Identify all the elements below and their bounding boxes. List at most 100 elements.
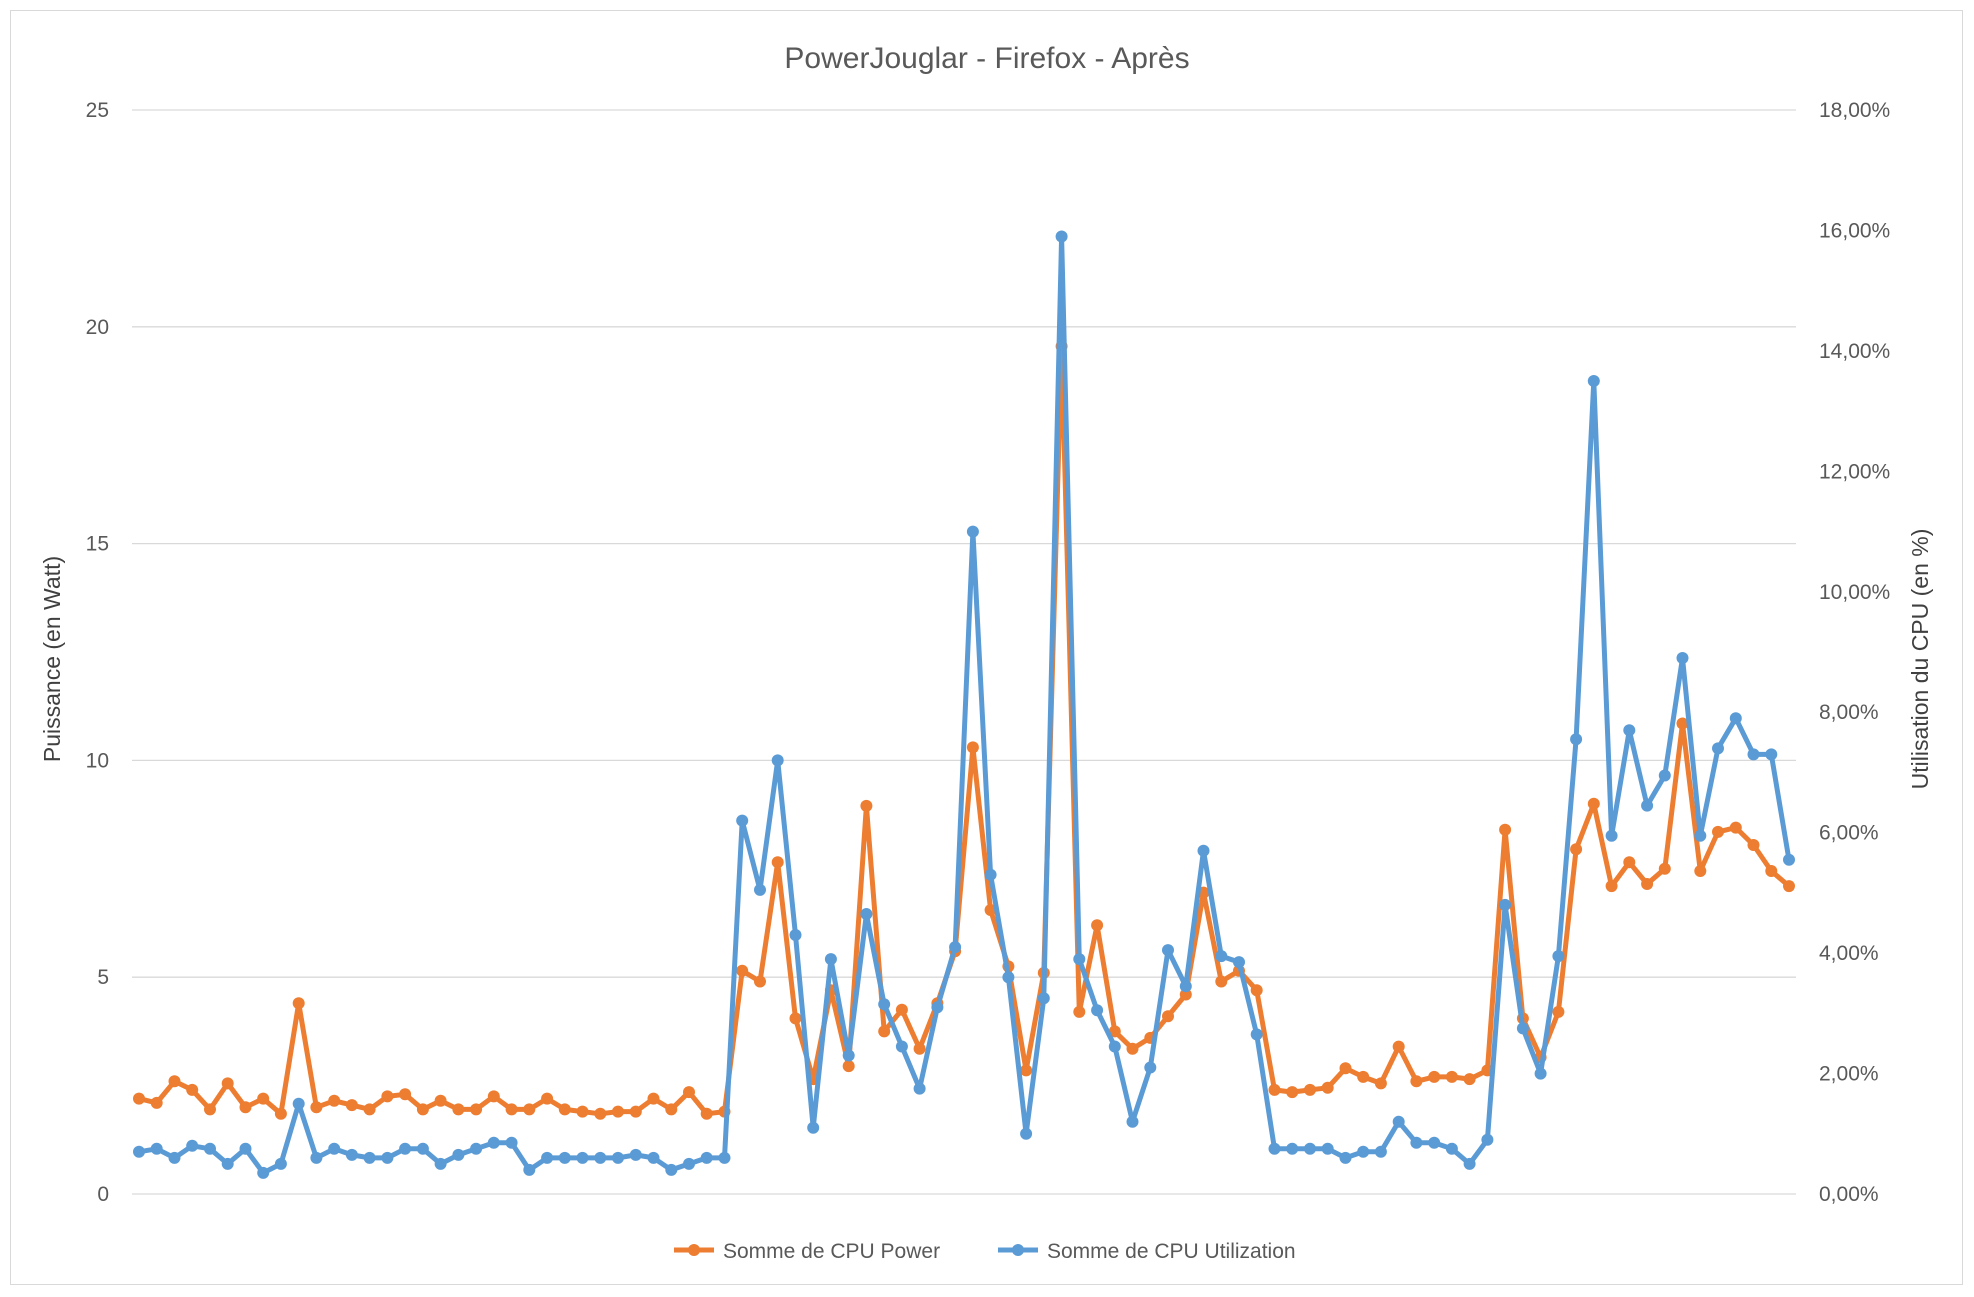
- data-point-cpu-power: [1605, 880, 1618, 893]
- data-point-cpu-power: [1162, 1010, 1174, 1023]
- data-point-cpu-utilization: [168, 1151, 181, 1164]
- data-point-cpu-utilization: [1587, 375, 1600, 387]
- data-point-cpu-utilization: [576, 1151, 589, 1164]
- data-point-cpu-utilization: [1091, 1004, 1104, 1017]
- data-point-cpu-utilization: [860, 908, 873, 920]
- data-point-cpu-utilization: [257, 1166, 270, 1179]
- data-point-cpu-power: [1179, 988, 1192, 1001]
- right-tick-label: 10,00%: [1819, 581, 1890, 604]
- data-point-cpu-utilization: [1286, 1142, 1299, 1155]
- data-point-cpu-utilization: [629, 1148, 642, 1161]
- data-point-cpu-power: [1339, 1062, 1352, 1075]
- data-point-cpu-utilization: [1605, 829, 1618, 842]
- data-point-cpu-power: [487, 1090, 500, 1103]
- data-point-cpu-utilization: [1694, 829, 1707, 842]
- right-tick-label: 0,00%: [1819, 1183, 1879, 1206]
- data-point-cpu-utilization: [771, 754, 784, 767]
- data-point-cpu-power: [1321, 1081, 1334, 1094]
- data-point-cpu-utilization: [558, 1151, 571, 1164]
- data-point-cpu-utilization: [1410, 1136, 1423, 1149]
- data-point-cpu-power: [381, 1090, 394, 1103]
- data-point-cpu-power: [150, 1096, 163, 1109]
- data-point-cpu-power: [1268, 1083, 1281, 1096]
- data-point-cpu-utilization: [1339, 1151, 1352, 1164]
- data-point-cpu-utilization: [1215, 950, 1228, 963]
- data-point-cpu-utilization: [204, 1142, 216, 1155]
- data-point-cpu-utilization: [505, 1136, 518, 1149]
- data-point-cpu-utilization: [1463, 1157, 1476, 1170]
- data-point-cpu-power: [1126, 1042, 1139, 1055]
- data-point-cpu-power: [1304, 1083, 1316, 1096]
- data-point-cpu-power: [1108, 1025, 1121, 1038]
- data-point-cpu-power: [133, 1092, 145, 1105]
- data-point-cpu-utilization: [1516, 1022, 1529, 1035]
- data-point-cpu-utilization: [913, 1082, 926, 1095]
- data-point-cpu-power: [1712, 825, 1724, 838]
- data-point-cpu-power: [186, 1083, 199, 1096]
- data-point-cpu-utilization: [1729, 712, 1742, 725]
- data-point-cpu-utilization: [1783, 853, 1795, 866]
- right-tick-label: 6,00%: [1819, 822, 1879, 845]
- data-point-cpu-utilization: [416, 1142, 429, 1155]
- data-point-cpu-power: [257, 1092, 270, 1105]
- data-point-cpu-utilization: [966, 525, 979, 538]
- legend-label-cpu-power: Somme de CPU Power: [723, 1240, 940, 1263]
- data-point-cpu-power: [1552, 1005, 1565, 1018]
- data-point-cpu-power: [1729, 821, 1742, 834]
- data-point-cpu-utilization: [665, 1163, 678, 1176]
- data-point-cpu-utilization: [328, 1142, 341, 1155]
- data-point-cpu-utilization: [931, 1001, 944, 1014]
- data-point-cpu-power: [399, 1088, 412, 1101]
- data-point-cpu-utilization: [487, 1136, 500, 1149]
- data-point-cpu-utilization: [647, 1151, 660, 1164]
- data-point-cpu-utilization: [700, 1151, 713, 1164]
- data-point-cpu-power: [1445, 1070, 1458, 1083]
- data-point-cpu-utilization: [1108, 1040, 1121, 1053]
- right-axis-ticks: 0,00% 2,00% 4,00% 6,00% 8,00% 10,00% 12,00% 14,…: [1819, 99, 1890, 1206]
- data-point-cpu-utilization: [718, 1151, 731, 1164]
- data-point-cpu-utilization: [1658, 769, 1671, 782]
- data-point-cpu-utilization: [1445, 1142, 1458, 1155]
- legend-item-cpu-utilization: Somme de CPU Utilization: [998, 1240, 1296, 1263]
- data-point-cpu-power: [984, 904, 997, 916]
- data-point-cpu-power: [1783, 880, 1795, 893]
- data-point-cpu-power: [576, 1105, 589, 1118]
- data-point-cpu-power: [647, 1092, 660, 1105]
- data-point-cpu-power: [1286, 1086, 1299, 1099]
- data-point-cpu-power: [345, 1099, 358, 1112]
- data-point-cpu-utilization: [381, 1151, 394, 1164]
- legend-item-cpu-power: Somme de CPU Power: [674, 1240, 940, 1263]
- data-point-cpu-power: [683, 1086, 695, 1099]
- right-axis-title: Utilisation du CPU (en %): [1907, 529, 1933, 790]
- data-point-cpu-power: [860, 799, 873, 812]
- data-point-cpu-utilization: [434, 1157, 447, 1170]
- left-tick-label: 15: [86, 533, 109, 556]
- chart-svg: PowerJouglar - Firefox - Après 0 5 10 15 20 2…: [39, 42, 1933, 1263]
- legend-marker-cpu-power: [688, 1244, 700, 1256]
- data-point-cpu-power: [470, 1103, 483, 1116]
- data-point-cpu-power: [878, 1025, 891, 1038]
- data-point-cpu-utilization: [1144, 1061, 1157, 1074]
- legend-label-cpu-utilization: Somme de CPU Utilization: [1047, 1240, 1296, 1263]
- data-point-cpu-utilization: [754, 883, 766, 896]
- data-point-cpu-power: [541, 1092, 554, 1105]
- series-line-cpu-power: [136, 343, 1792, 1117]
- data-point-cpu-utilization: [523, 1163, 536, 1176]
- series-cpu-power: [133, 340, 1795, 1120]
- data-point-cpu-utilization: [1499, 898, 1512, 911]
- data-point-cpu-power: [895, 1003, 908, 1016]
- data-point-cpu-power: [239, 1101, 252, 1114]
- data-point-cpu-utilization: [807, 1121, 820, 1134]
- data-point-cpu-utilization: [1676, 652, 1689, 664]
- data-point-cpu-power: [966, 741, 979, 754]
- data-point-cpu-utilization: [470, 1142, 483, 1155]
- data-point-cpu-power: [416, 1103, 429, 1116]
- data-point-cpu-utilization: [1641, 799, 1654, 812]
- data-point-cpu-utilization: [612, 1151, 624, 1164]
- data-point-cpu-utilization: [1162, 944, 1174, 957]
- data-point-cpu-utilization: [133, 1145, 145, 1158]
- data-point-cpu-power: [523, 1103, 536, 1116]
- data-point-cpu-utilization: [221, 1157, 234, 1170]
- data-point-cpu-power: [221, 1077, 234, 1090]
- data-point-cpu-power: [1392, 1040, 1405, 1053]
